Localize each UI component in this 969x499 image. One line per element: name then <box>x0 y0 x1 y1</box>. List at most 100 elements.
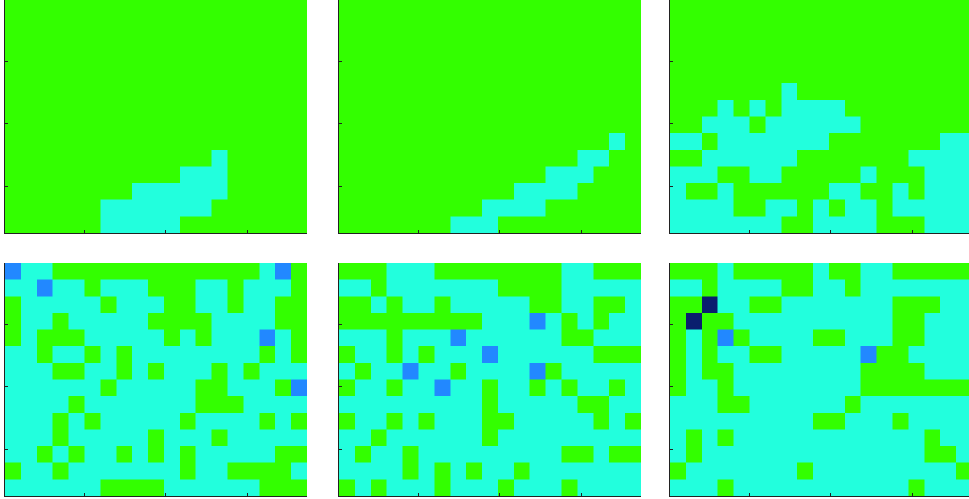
heatmap-cell <box>733 279 751 297</box>
heatmap-cell <box>354 0 372 18</box>
heatmap-cell <box>625 66 641 84</box>
heatmap-cell <box>876 312 894 331</box>
heatmap-cell <box>211 16 229 34</box>
heatmap-cell <box>84 33 101 51</box>
heatmap-cell <box>116 462 133 480</box>
heatmap-cell <box>577 0 594 18</box>
heatmap-cell <box>434 479 451 496</box>
heatmap-cell <box>670 296 687 314</box>
heatmap-cell <box>545 183 563 201</box>
heatmap-cell <box>259 479 276 496</box>
heatmap-cell <box>561 379 579 397</box>
heatmap-cell <box>20 33 38 51</box>
heatmap-cell <box>561 33 579 51</box>
heatmap-cell <box>685 462 703 480</box>
heatmap-cell <box>561 83 579 101</box>
heatmap-cell <box>513 296 531 314</box>
heatmap-cell <box>148 479 165 496</box>
heatmap-cell <box>924 329 941 347</box>
heatmap-cell <box>529 133 547 151</box>
heatmap-cell <box>924 479 941 496</box>
heatmap-panel-5 <box>338 263 641 497</box>
heatmap-cell <box>545 412 563 431</box>
heatmap-cell <box>275 462 292 480</box>
heatmap-cell <box>577 16 594 34</box>
heatmap-cell <box>259 83 276 101</box>
axis-tick <box>670 449 673 450</box>
heatmap-cell <box>132 149 149 168</box>
heatmap-cell <box>466 412 483 431</box>
heatmap-cell <box>227 133 245 151</box>
heatmap-cell <box>291 446 307 464</box>
heatmap-cell <box>529 379 547 397</box>
heatmap-cell <box>701 479 719 496</box>
heatmap-cell <box>227 296 245 314</box>
heatmap-cell <box>828 116 846 134</box>
heatmap-cell <box>593 166 610 184</box>
heatmap-cell <box>227 116 245 134</box>
heatmap-cell <box>781 166 798 184</box>
heatmap-cell <box>813 462 830 480</box>
heatmap-cell <box>100 199 117 217</box>
heatmap-cell <box>765 49 782 68</box>
heatmap-cell <box>195 216 213 233</box>
heatmap-cell <box>733 396 751 414</box>
heatmap-cell <box>577 479 594 496</box>
heatmap-cell <box>717 329 735 347</box>
heatmap-cell <box>20 216 38 233</box>
heatmap-cell <box>434 33 451 51</box>
heatmap-cell <box>625 279 641 297</box>
heatmap-cell <box>609 49 626 68</box>
heatmap-cell <box>482 429 499 447</box>
heatmap-cell <box>291 479 307 496</box>
heatmap-cell <box>52 183 70 201</box>
heatmap-cell <box>844 0 862 18</box>
heatmap-cell <box>211 312 229 331</box>
heatmap-cell <box>291 133 307 151</box>
heatmap-cell <box>68 412 86 431</box>
heatmap-cell <box>924 279 941 297</box>
heatmap-cell <box>370 0 388 18</box>
heatmap-cell <box>148 83 165 101</box>
heatmap-cell <box>733 49 751 68</box>
heatmap-cell <box>402 66 420 84</box>
heatmap-cell <box>625 49 641 68</box>
heatmap-cell <box>781 362 798 381</box>
heatmap-cell <box>434 412 451 431</box>
heatmap-cell <box>100 362 117 381</box>
heatmap-cell <box>195 133 213 151</box>
heatmap-cell <box>749 149 766 168</box>
heatmap-cell <box>482 149 499 168</box>
heatmap-cell <box>685 396 703 414</box>
heatmap-cell <box>733 149 751 168</box>
heatmap-cell <box>513 462 531 480</box>
heatmap-cell <box>243 446 260 464</box>
heatmap-cell <box>844 66 862 84</box>
heatmap-cell <box>195 33 213 51</box>
heatmap-cell <box>418 279 435 297</box>
axis-tick <box>247 493 248 496</box>
heatmap-cell <box>211 49 229 68</box>
heatmap-cell <box>418 183 435 201</box>
heatmap-cell <box>275 216 292 233</box>
heatmap-cell <box>908 199 925 217</box>
heatmap-cell <box>940 346 957 364</box>
axis-tick <box>5 386 8 387</box>
heatmap-cell <box>132 379 149 397</box>
heatmap-cell <box>482 462 499 480</box>
heatmap-cell <box>20 296 38 314</box>
heatmap-cell <box>20 263 38 281</box>
heatmap-cell <box>482 66 499 84</box>
heatmap-cell <box>434 149 451 168</box>
heatmap-cell <box>450 379 467 397</box>
heatmap-cell <box>670 346 687 364</box>
panel-2-svg <box>339 0 641 233</box>
heatmap-cell <box>370 49 388 68</box>
heatmap-cell <box>466 346 483 364</box>
heatmap-cell <box>545 312 563 331</box>
heatmap-cell <box>765 412 782 431</box>
heatmap-cell <box>701 33 719 51</box>
heatmap-cell <box>466 279 483 297</box>
heatmap-cell <box>561 462 579 480</box>
heatmap-cell <box>52 166 70 184</box>
